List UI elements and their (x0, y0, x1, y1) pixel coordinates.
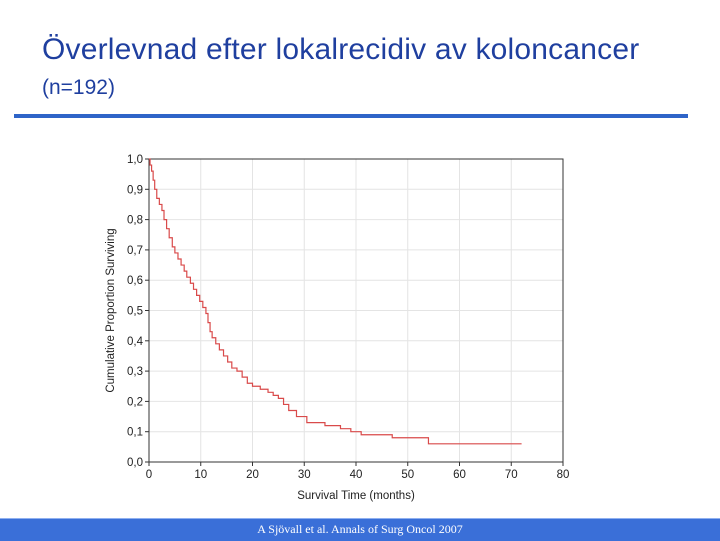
x-tick-label: 10 (194, 469, 207, 481)
y-tick-label: 0,9 (127, 184, 143, 196)
y-tick-label: 0,5 (127, 306, 143, 318)
y-tick-label: 0,1 (127, 427, 143, 439)
slide-title: Överlevnad efter lokalrecidiv av kolonca… (42, 33, 640, 66)
y-tick-label: 0,0 (127, 457, 143, 469)
survival-chart: 0 10 20 30 40 50 60 70 80 0,0 0,1 0,2 0,3 0,4 0,5 0,6 0,… (100, 140, 600, 510)
y-tick-label: 0,8 (127, 215, 143, 227)
y-axis-label: Cumulative Proportion Surviving (105, 228, 117, 392)
x-tick-label: 40 (350, 469, 363, 481)
y-tick-label: 0,7 (127, 245, 143, 257)
y-tick-label: 0,2 (127, 396, 143, 408)
y-tick-label: 1,0 (127, 154, 143, 166)
x-tick-label: 80 (557, 469, 570, 481)
citation-text: A Sjövall et al. Annals of Surg Oncol 20… (257, 522, 463, 536)
x-tick-label: 30 (298, 469, 311, 481)
y-tick-label: 0,4 (127, 336, 144, 348)
slide-subtitle: (n=192) (42, 76, 115, 99)
chart-grid (148, 158, 564, 463)
survival-chart-svg: 0 10 20 30 40 50 60 70 80 0,0 0,1 0,2 0,3 0,4 0,5 0,6 0,… (105, 154, 569, 502)
axis-ticks: 0 10 20 30 40 50 60 70 80 0,0 0,1 0,2 0,3 0,4 0,5 0,6 0,… (127, 154, 569, 481)
survival-curve (149, 158, 522, 445)
y-tick-label: 0,6 (127, 275, 143, 287)
footer-bar: A Sjövall et al. Annals of Surg Oncol 20… (0, 518, 720, 541)
x-tick-label: 70 (505, 469, 518, 481)
x-tick-label: 0 (146, 469, 152, 481)
y-tick-label: 0,3 (127, 366, 143, 378)
x-axis-label: Survival Time (months) (297, 490, 415, 502)
title-divider (14, 114, 688, 118)
x-tick-label: 60 (453, 469, 466, 481)
series-layer (149, 158, 522, 445)
x-tick-label: 50 (401, 469, 414, 481)
x-tick-label: 20 (246, 469, 259, 481)
